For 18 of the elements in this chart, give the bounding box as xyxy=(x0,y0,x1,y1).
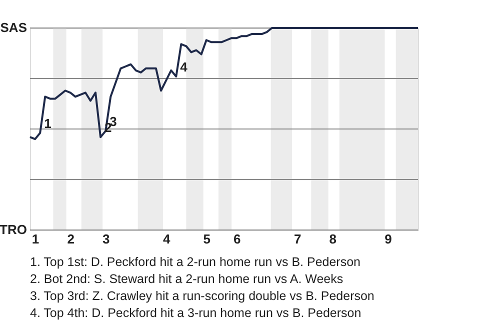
x-tick-label: 8 xyxy=(329,232,336,246)
annotation: 1 xyxy=(44,116,52,132)
x-tick-label: 3 xyxy=(102,232,110,246)
text: 3. Top 3rd: Z. Crawley hit a run-scoring double vs B. Pederson xyxy=(30,289,374,303)
x-tick-label: 4 xyxy=(162,232,171,246)
x-tick-label: 6 xyxy=(233,232,241,246)
annotation: 4 xyxy=(180,59,188,74)
x-tick-label: 7 xyxy=(294,232,302,246)
text: TRO xyxy=(0,222,27,237)
x-tick-label: 5 xyxy=(203,232,210,246)
text: 1. Top 1st: D. Peckford hit a 2-run home run vs B. Pederson xyxy=(30,255,361,269)
text: SAS xyxy=(0,20,28,35)
text: 2. Bot 2nd: S. Steward hit a 2-run home run vs A. Weeks xyxy=(30,272,344,286)
annotation: 3 xyxy=(110,114,117,130)
x-tick-label: 9 xyxy=(384,232,392,246)
text: 4. Top 4th: D. Peckford hit a 3-run home run vs B. Pederson xyxy=(30,306,362,320)
x-tick-label: 2 xyxy=(67,232,74,246)
x-tick-label: 1 xyxy=(32,232,40,246)
